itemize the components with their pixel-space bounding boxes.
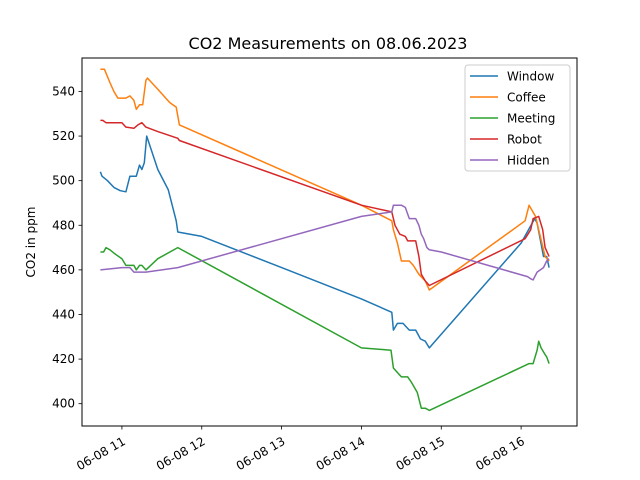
- y-tick-label: 420: [52, 352, 75, 366]
- series-line-hidden: [100, 204, 550, 281]
- series-line-robot: [100, 119, 550, 287]
- y-tick-label: 540: [52, 84, 75, 98]
- y-tick-label: 460: [52, 263, 75, 277]
- legend-label-hidden: Hidden: [507, 154, 550, 168]
- series-layer: [99, 68, 550, 412]
- chart-title: CO2 Measurements on 08.06.2023: [189, 34, 468, 53]
- y-tick-label: 400: [52, 397, 75, 411]
- x-tick-label: 06-08 14: [314, 434, 368, 473]
- axes-layer: 400 420 440 460 480 500 520 540 06-08 11 06-08 12…: [52, 84, 527, 473]
- y-tick-label: 520: [52, 129, 75, 143]
- plot-area-frame: [81, 57, 578, 427]
- legend-frame: [464, 64, 571, 172]
- x-tick-label: 06-08 16: [473, 434, 527, 473]
- legend-label-robot: Robot: [507, 133, 542, 147]
- legend: Window Coffee Meeting Robot Hidden: [464, 64, 571, 172]
- legend-label-window: Window: [507, 70, 555, 84]
- legend-label-coffee: Coffee: [507, 91, 546, 105]
- y-axis-label: CO2 in ppm: [24, 207, 38, 278]
- y-tick-label: 480: [52, 218, 75, 232]
- x-tick-label: 06-08 13: [234, 434, 288, 473]
- y-tick-label: 440: [52, 307, 75, 321]
- legend-label-meeting: Meeting: [507, 112, 555, 126]
- series-line-coffee: [100, 68, 550, 291]
- series-line-meeting: [100, 246, 550, 412]
- x-tick-label: 06-08 12: [154, 434, 208, 473]
- y-tick-label: 500: [52, 174, 75, 188]
- x-tick-label: 06-08 15: [393, 434, 447, 473]
- x-tick-label: 06-08 11: [74, 434, 128, 473]
- series-line-window: [99, 135, 550, 349]
